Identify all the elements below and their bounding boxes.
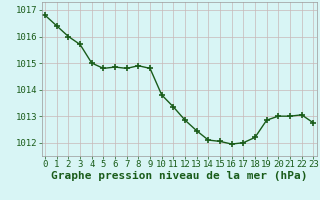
X-axis label: Graphe pression niveau de la mer (hPa): Graphe pression niveau de la mer (hPa) xyxy=(51,171,308,181)
